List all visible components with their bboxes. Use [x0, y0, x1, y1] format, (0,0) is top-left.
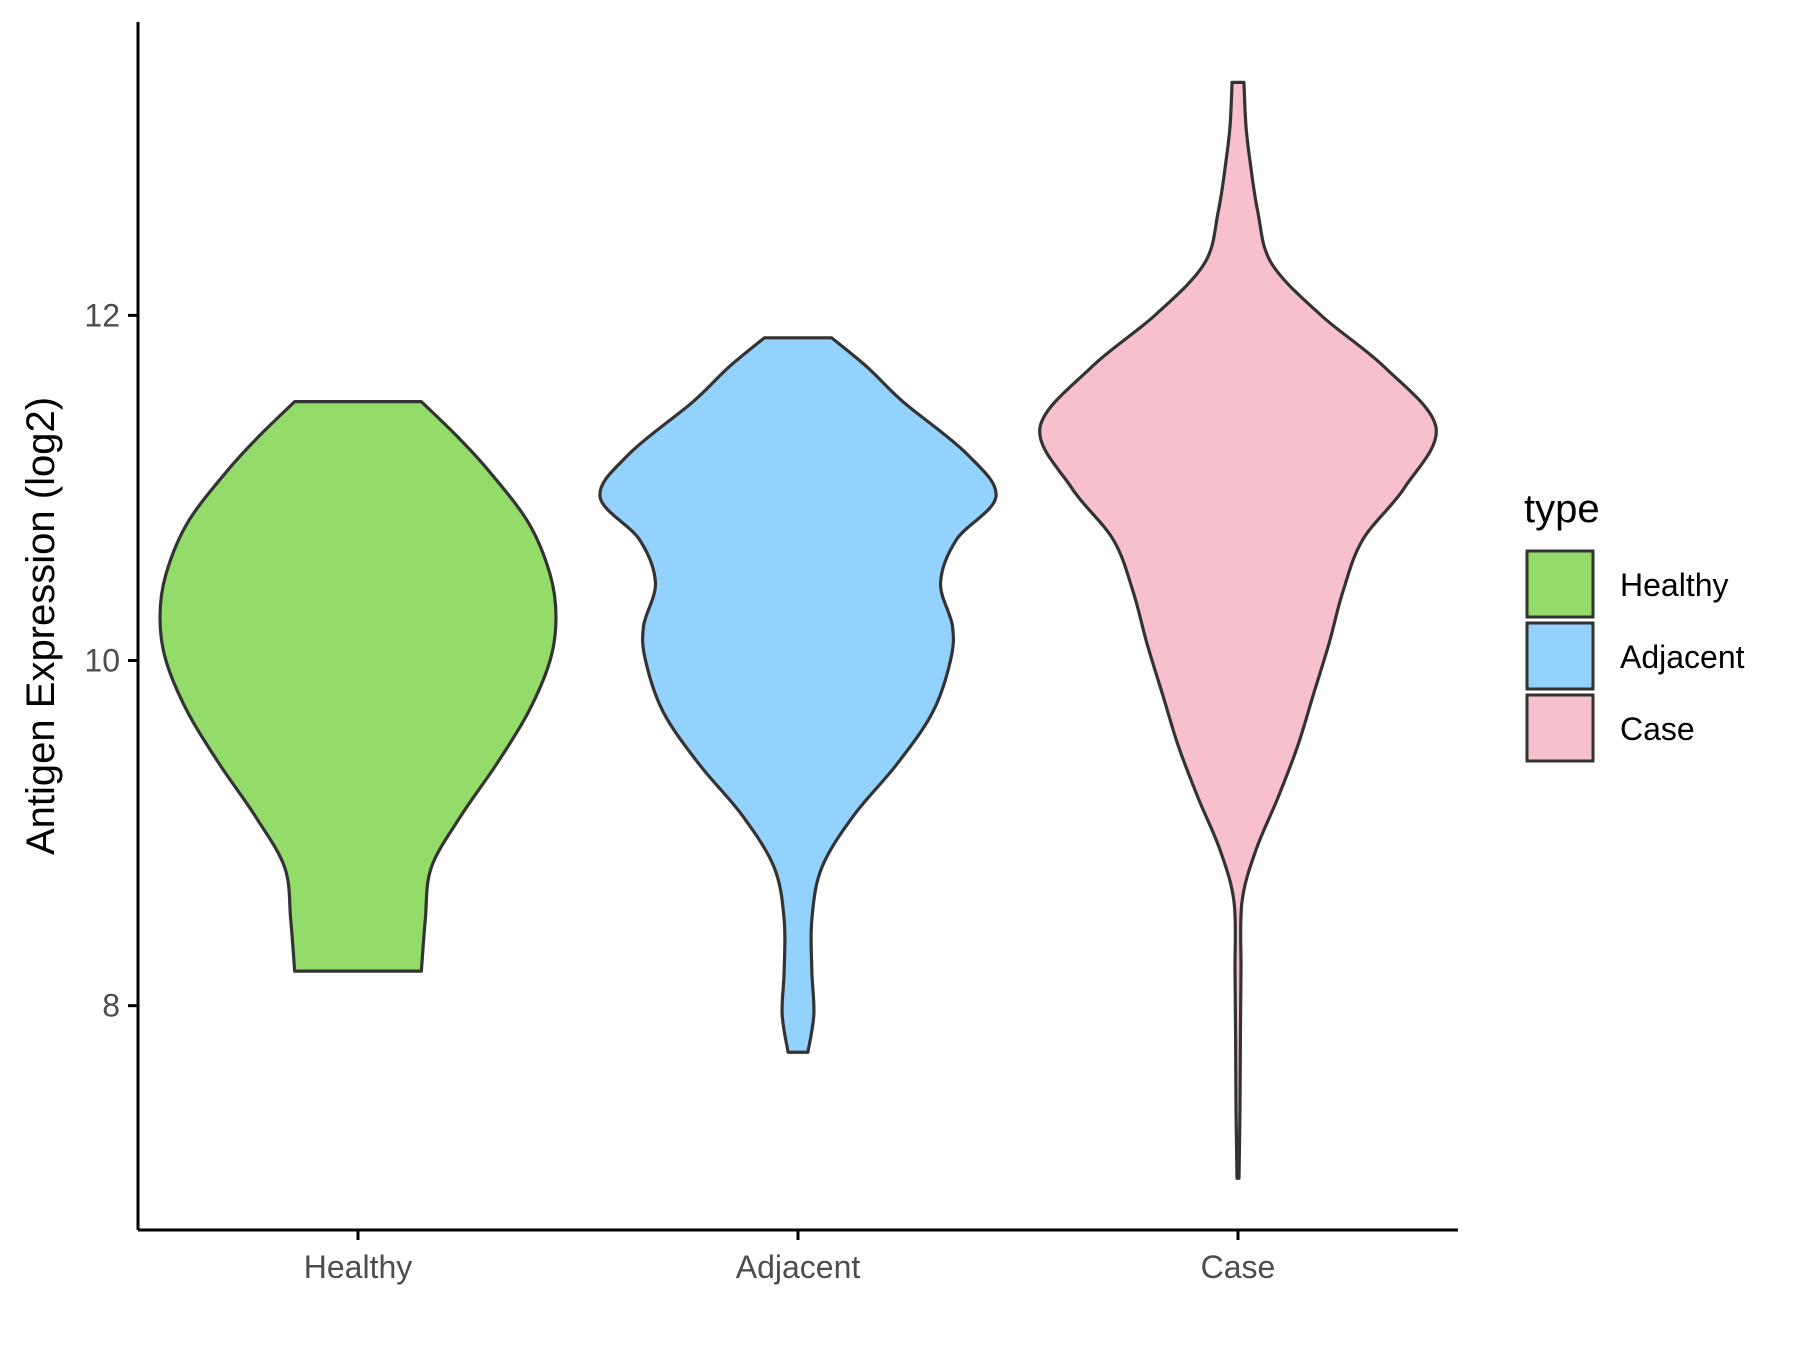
legend-label-healthy: Healthy — [1620, 567, 1729, 603]
violin-healthy — [158, 400, 558, 973]
y-tick-label: 12 — [84, 297, 120, 333]
x-tick-label: Case — [1201, 1249, 1276, 1285]
legend-key-healthy — [1525, 549, 1595, 619]
y-ticks: 8 10 12 — [84, 297, 138, 1024]
legend-label-case: Case — [1620, 711, 1695, 747]
legend-label-adjacent: Adjacent — [1620, 639, 1745, 675]
x-tick-label: Healthy — [304, 1249, 413, 1285]
legend-key-adjacent — [1525, 621, 1595, 691]
violin-layer — [158, 80, 1438, 1180]
y-axis-title: Antigen Expression (log2) — [19, 397, 63, 855]
y-tick-label: 10 — [84, 643, 120, 679]
violin-case — [1038, 80, 1438, 1180]
legend-items: Healthy Adjacent Case — [1525, 549, 1745, 763]
legend-key-case — [1525, 693, 1595, 763]
x-tick-label: Adjacent — [736, 1249, 861, 1285]
violin-adjacent — [598, 336, 998, 1054]
y-tick-label: 8 — [102, 988, 120, 1024]
legend-title: type — [1524, 487, 1600, 531]
legend: type Healthy Adjacent Case — [1524, 487, 1745, 763]
x-ticks: Healthy Adjacent Case — [304, 1230, 1276, 1285]
